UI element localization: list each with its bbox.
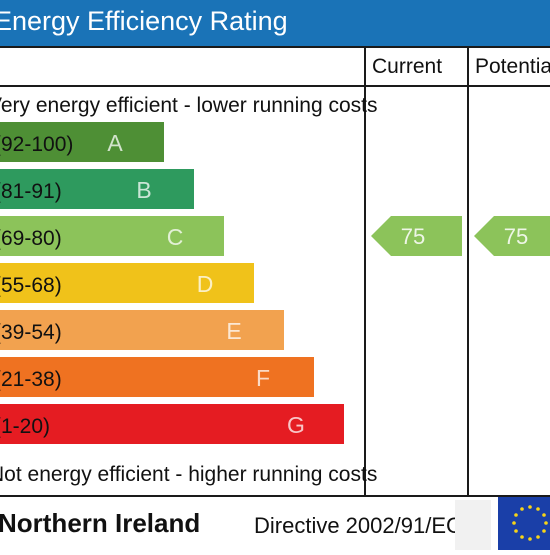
band-g-range: (1-20): [0, 415, 50, 438]
band-f: [0, 357, 314, 397]
band-c-letter: C: [167, 224, 184, 250]
current-column-header: Current: [372, 55, 443, 78]
band-b-letter: B: [136, 177, 151, 203]
band-f-range: (21-38): [0, 368, 62, 391]
current-rating-value: 75: [401, 224, 425, 249]
eu-stars-icon: [512, 505, 548, 541]
header-row-top-border: [0, 46, 550, 48]
band-a-range: (92-100): [0, 133, 73, 156]
band-c-range: (69-80): [0, 227, 62, 250]
band-e-letter: E: [226, 318, 241, 344]
current-rating-arrow: [371, 216, 462, 256]
potential-rating-arrow: [474, 216, 550, 256]
chart-title: Energy Efficiency Rating: [0, 6, 288, 36]
current-column-divider: [364, 46, 366, 497]
header-row-bottom-border: [0, 85, 550, 87]
band-e-range: (39-54): [0, 321, 62, 344]
footer-top-border: [0, 495, 550, 497]
title-bar: Energy Efficiency Rating: [0, 0, 550, 46]
potential-column-divider: [467, 46, 469, 497]
band-d-range: (55-68): [0, 274, 62, 297]
band-b-range: (81-91): [0, 180, 62, 203]
band-b: [0, 169, 194, 209]
inefficient-caption: Not energy efficient - higher running co…: [0, 463, 378, 486]
watermark-shape: [455, 500, 491, 550]
potential-rating-value: 75: [504, 224, 528, 249]
band-g: [0, 404, 344, 444]
band-e: [0, 310, 284, 350]
band-a: [0, 122, 164, 162]
band-d: [0, 263, 254, 303]
region-label: Northern Ireland: [0, 508, 201, 538]
band-f-letter: F: [256, 365, 270, 391]
eu-flag-icon: [498, 497, 550, 550]
band-d-letter: D: [197, 271, 214, 297]
band-g-letter: G: [287, 412, 305, 438]
potential-column-header: Potential: [475, 55, 550, 78]
directive-label: Directive 2002/91/EC: [254, 513, 462, 538]
efficient-caption: Very energy efficient - lower running co…: [0, 94, 378, 117]
band-c: [0, 216, 224, 256]
band-a-letter: A: [107, 130, 123, 156]
